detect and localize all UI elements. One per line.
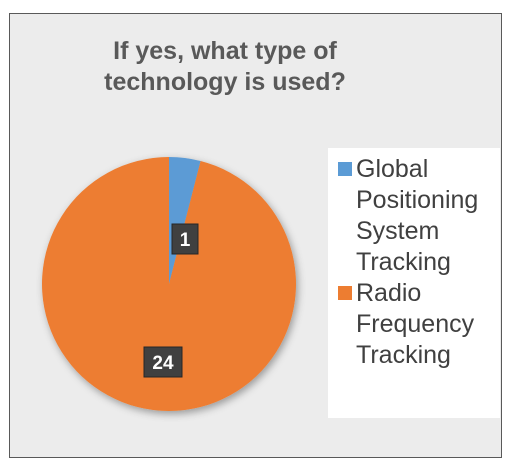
legend-label-rf-1: Radio <box>356 279 422 307</box>
data-label-rf: 24 <box>143 346 183 378</box>
legend-label-gps-4: Tracking <box>356 248 451 276</box>
chart-legend: Global Positioning System Tracking Radio… <box>328 148 500 418</box>
legend-swatch-gps <box>338 162 352 176</box>
legend-label-rf-2: Frequency <box>356 310 475 338</box>
legend-label-gps-2: Positioning <box>356 186 479 214</box>
legend-swatch-rf <box>338 286 352 300</box>
svg-text:1: 1 <box>180 230 191 251</box>
chart-title-line-1: If yes, what type of <box>113 37 337 65</box>
legend-item-rf: Radio Frequency Tracking <box>338 278 500 371</box>
chart-title: If yes, what type of technology is used? <box>70 36 380 98</box>
data-label-gps: 1 <box>171 223 199 255</box>
legend-item-gps: Global Positioning System Tracking <box>338 154 500 278</box>
legend-label-gps-1: Global <box>356 155 429 183</box>
legend-label-rf-3: Tracking <box>356 341 451 369</box>
legend-label-gps-3: System <box>356 217 440 245</box>
svg-text:24: 24 <box>152 353 174 374</box>
chart-frame: If yes, what type of technology is used?… <box>9 13 502 458</box>
chart-title-line-2: technology is used? <box>104 68 346 96</box>
pie-slice-rf <box>41 157 296 411</box>
pie-chart: 1 24 <box>41 157 296 411</box>
